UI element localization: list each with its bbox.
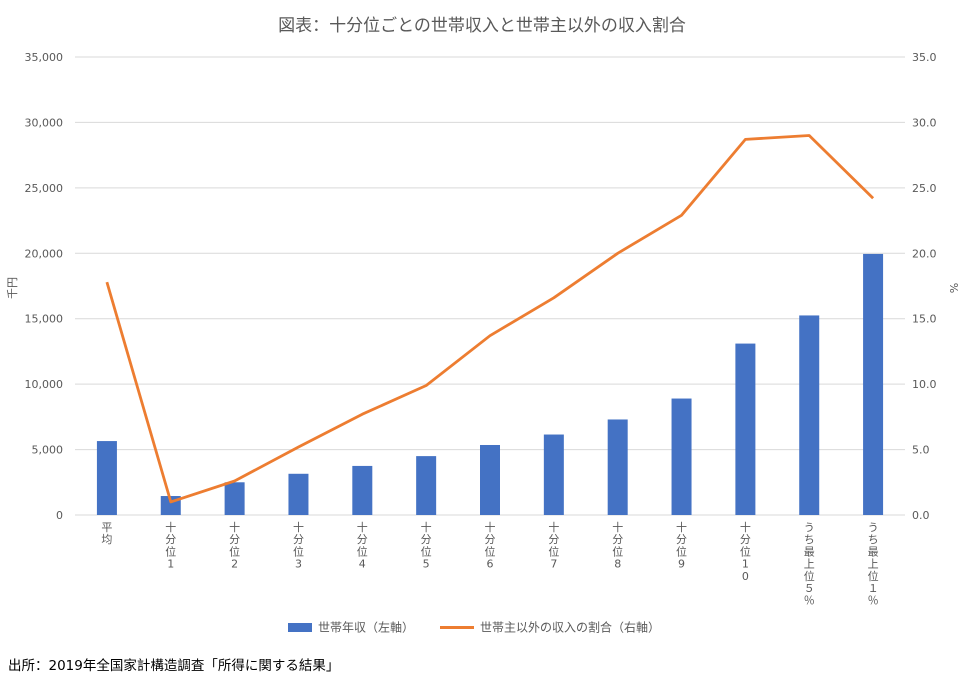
bar: [288, 473, 309, 515]
category-label: 十分位 3: [293, 520, 304, 571]
line-series: [105, 134, 875, 504]
right-tick-label: 30.0: [912, 116, 937, 129]
source-note: 出所：2019年全国家計構造調査「所得に関する結果」: [8, 658, 340, 674]
bar: [352, 465, 373, 515]
bar: [607, 419, 628, 515]
bar: [543, 434, 564, 515]
category-label: うち最上位５％: [804, 521, 815, 607]
category-label: 平均: [101, 521, 112, 546]
category-label: 十分位 9: [676, 520, 687, 571]
category-label: 十分位 1: [165, 520, 176, 571]
left-tick-label: 35,000: [25, 51, 64, 64]
left-tick-label: 20,000: [25, 247, 64, 260]
right-tick-label: 10.0: [912, 378, 937, 391]
category-label: 十分位 6: [485, 520, 496, 571]
left-tick-label: 10,000: [25, 378, 64, 391]
bar-series: [96, 253, 884, 515]
legend-bar-swatch: [288, 623, 312, 632]
bar: [799, 315, 820, 515]
bar: [480, 444, 500, 515]
legend-bar-label: 世帯年収（左軸）: [318, 620, 414, 635]
right-tick-label: 20.0: [912, 247, 937, 260]
legend-line-label: 世帯主以外の収入の割合（右軸）: [480, 620, 660, 635]
right-tick-label: 25.0: [912, 182, 937, 195]
right-tick-label: 15.0: [912, 313, 937, 326]
category-labels: 平均 十分位 1 十分位 2 十分位 3 十分位 4 十分位 5 十分位 6 十分位 7 十分位 8 十分位 9 十分…: [101, 520, 878, 607]
gridlines: [75, 56, 905, 516]
category-label: うち最上位１％: [868, 521, 879, 607]
bar: [96, 441, 117, 515]
right-tick-label: 35.0: [912, 51, 937, 64]
right-axis-ticks: 0.0 5.0 10.0 15.0 20.0 25.0 30.0 35.0: [912, 51, 937, 522]
left-axis-ticks: 0 5,000 10,000 15,000 20,000 25,000 30,000 35,0…: [25, 51, 64, 522]
right-tick-label: 0.0: [912, 509, 930, 522]
right-tick-label: 5.0: [912, 444, 930, 457]
category-label: 十分位 4: [357, 520, 368, 571]
bar: [671, 398, 692, 515]
bar: [735, 343, 756, 515]
category-label: 十分位 1 0: [740, 520, 751, 583]
left-tick-label: 0: [56, 509, 63, 522]
category-label: 十分位 8: [612, 520, 623, 571]
bar: [416, 456, 437, 515]
right-axis-label: %: [947, 283, 960, 293]
chart-title: 図表：十分位ごとの世帯収入と世帯主以外の収入割合: [278, 16, 686, 36]
left-tick-label: 15,000: [25, 313, 64, 326]
left-tick-label: 5,000: [32, 444, 64, 457]
left-axis-label: 千円: [6, 277, 19, 299]
category-label: 十分位 5: [421, 520, 432, 571]
legend: 世帯年収（左軸） 世帯主以外の収入の割合（右軸）: [288, 620, 660, 635]
left-tick-label: 30,000: [25, 116, 64, 129]
bar: [224, 482, 245, 515]
category-label: 十分位 7: [548, 520, 559, 571]
bar: [863, 253, 884, 515]
left-tick-label: 25,000: [25, 182, 64, 195]
category-label: 十分位 2: [229, 520, 240, 571]
